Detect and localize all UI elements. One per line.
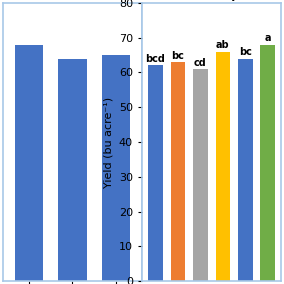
Text: cd: cd — [194, 58, 207, 68]
Text: bc: bc — [172, 51, 184, 60]
Y-axis label: Yield (bu acre⁻¹): Yield (bu acre⁻¹) — [103, 97, 113, 187]
Bar — [102, 55, 130, 281]
Bar — [238, 59, 252, 281]
Bar — [260, 45, 275, 281]
Text: bc: bc — [239, 47, 252, 57]
Text: a: a — [264, 33, 271, 43]
Bar — [171, 62, 185, 281]
Bar — [58, 59, 87, 281]
Bar — [193, 69, 208, 281]
Text: b) 2019: b) 2019 — [221, 0, 281, 2]
Text: bcd: bcd — [145, 54, 165, 64]
Bar — [15, 45, 43, 281]
Text: ab: ab — [216, 40, 230, 50]
Bar — [148, 65, 163, 281]
Bar — [216, 51, 230, 281]
